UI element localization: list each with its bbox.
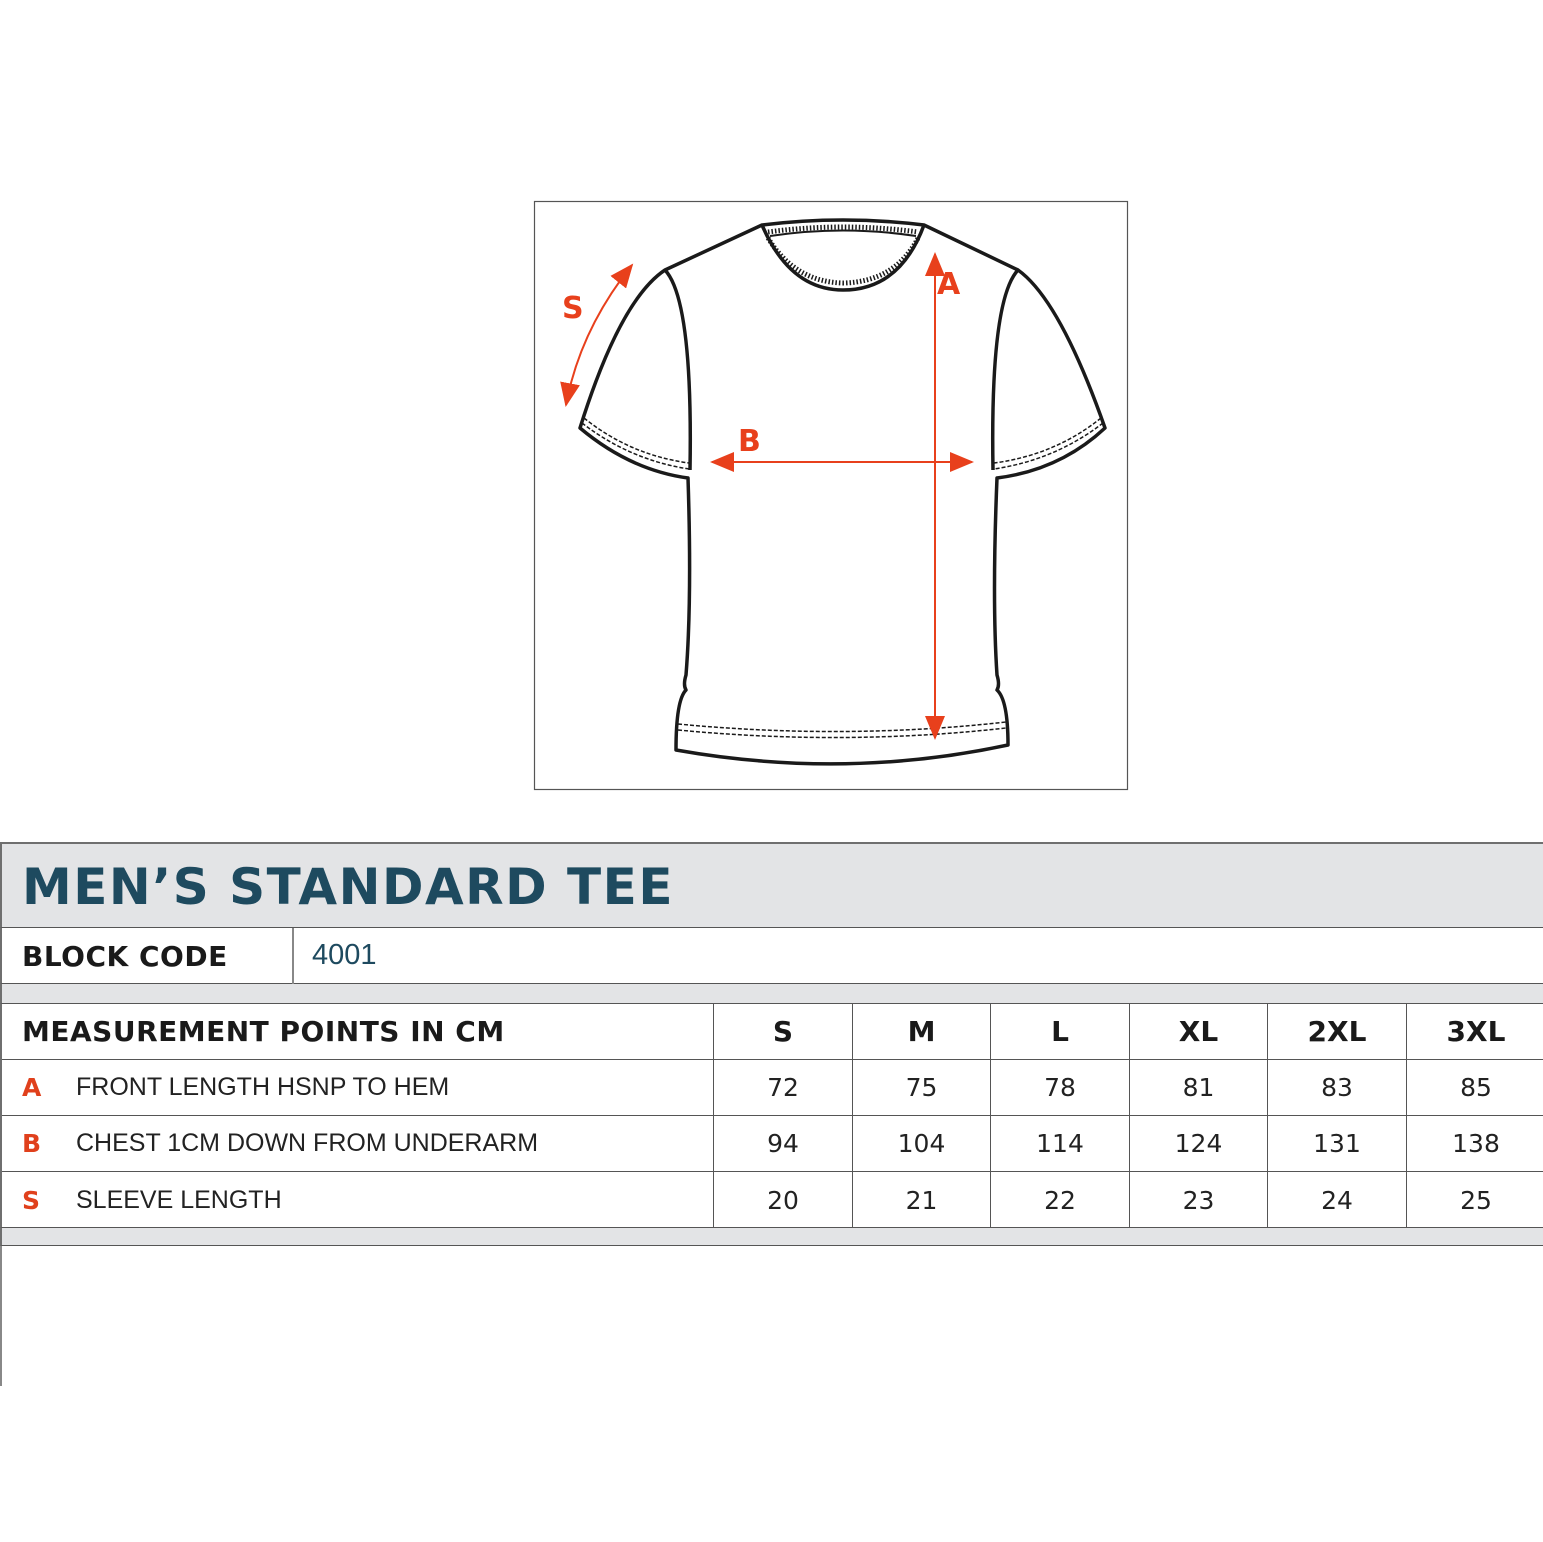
page-title: MEN’S STANDARD TEE <box>22 858 674 916</box>
value-cell: 75 <box>852 1060 990 1115</box>
measurement-code: S <box>22 1185 41 1215</box>
spacer-strip <box>0 1227 1543 1246</box>
table-row: S SLEEVE LENGTH 20 21 22 23 24 25 <box>2 1172 1543 1228</box>
measurement-description: FRONT LENGTH HSNP TO HEM <box>76 1073 450 1101</box>
measurement-code: B <box>22 1129 42 1158</box>
size-header-l: L <box>990 1004 1129 1059</box>
value-cell: 131 <box>1267 1116 1406 1171</box>
header-label: MEASUREMENT POINTS IN CM <box>22 1015 505 1048</box>
label-b: B <box>738 424 761 459</box>
diagram-frame <box>533 200 1129 791</box>
collar-rib <box>765 224 921 286</box>
measurement-code: A <box>22 1073 42 1102</box>
label-a: A <box>937 267 961 302</box>
stitch-lines <box>581 417 1104 739</box>
value-cell: 22 <box>990 1172 1129 1228</box>
table-header-row: MEASUREMENT POINTS IN CM S M L XL 2XL 3XL <box>2 1004 1543 1060</box>
value-cell: 20 <box>713 1172 852 1228</box>
measurement-label: A FRONT LENGTH HSNP TO HEM <box>2 1060 713 1115</box>
spacer-strip <box>0 984 1543 1004</box>
value-cell: 114 <box>990 1116 1129 1171</box>
tshirt-outline <box>578 218 1107 766</box>
size-header-xl: XL <box>1129 1004 1267 1059</box>
table-row: B CHEST 1CM DOWN FROM UNDERARM 94 104 114 124… <box>2 1116 1543 1172</box>
value-cell: 85 <box>1406 1060 1543 1115</box>
value-cell: 23 <box>1129 1172 1267 1228</box>
label-s: S <box>562 291 584 326</box>
value-cell: 24 <box>1267 1172 1406 1228</box>
size-header-s: S <box>713 1004 852 1059</box>
block-code-row: BLOCK CODE 4001 <box>0 928 1543 984</box>
value-cell: 21 <box>852 1172 990 1228</box>
measurement-description: CHEST 1CM DOWN FROM UNDERARM <box>76 1129 539 1157</box>
size-header-3xl: 3XL <box>1406 1004 1543 1059</box>
value-cell: 25 <box>1406 1172 1543 1228</box>
arrow-s <box>560 263 634 407</box>
measurement-arrows <box>560 252 974 740</box>
value-cell: 78 <box>990 1060 1129 1115</box>
block-code-label: BLOCK CODE <box>22 940 228 973</box>
title-band: MEN’S STANDARD TEE <box>0 842 1543 928</box>
divider <box>292 928 294 984</box>
value-cell: 81 <box>1129 1060 1267 1115</box>
value-cell: 104 <box>852 1116 990 1171</box>
value-cell: 124 <box>1129 1116 1267 1171</box>
size-header-2xl: 2XL <box>1267 1004 1406 1059</box>
tshirt-measurement-diagram: A B S <box>533 200 1129 791</box>
value-cell: 72 <box>713 1060 852 1115</box>
measurement-label: B CHEST 1CM DOWN FROM UNDERARM <box>2 1116 713 1171</box>
table-row: A FRONT LENGTH HSNP TO HEM 72 75 78 81 83 85 <box>2 1060 1543 1116</box>
measurement-label: S SLEEVE LENGTH <box>2 1172 713 1228</box>
measurement-description: SLEEVE LENGTH <box>76 1185 282 1214</box>
value-cell: 83 <box>1267 1060 1406 1115</box>
divider <box>0 1246 2 1386</box>
measurement-table: MEASUREMENT POINTS IN CM S M L XL 2XL 3XL A FR… <box>0 1004 1543 1228</box>
size-header-m: M <box>852 1004 990 1059</box>
block-code-value: 4001 <box>312 939 377 971</box>
value-cell: 94 <box>713 1116 852 1171</box>
value-cell: 138 <box>1406 1116 1543 1171</box>
